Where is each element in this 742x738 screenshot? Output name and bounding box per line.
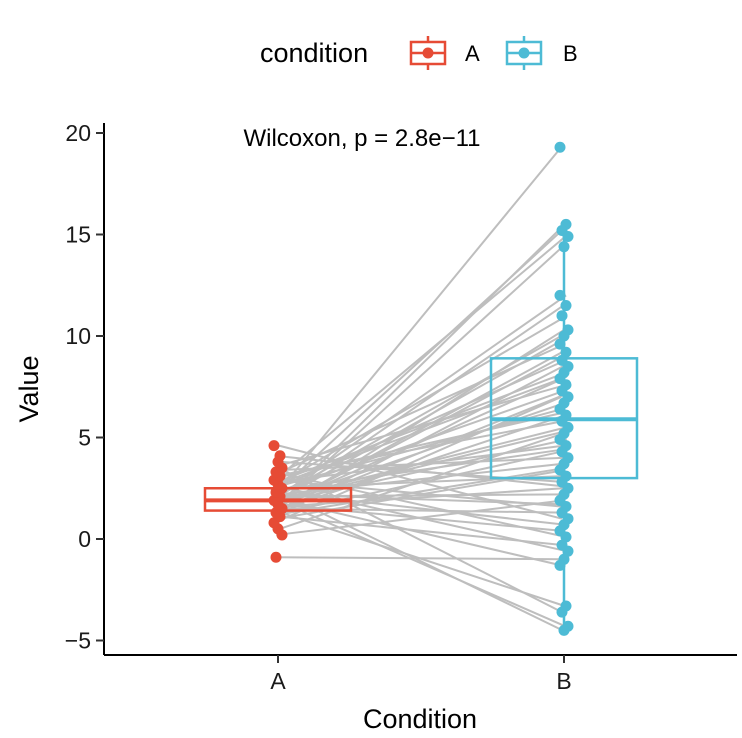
legend-title: condition: [260, 38, 368, 68]
pair-line: [275, 393, 565, 512]
x-tick-label: A: [270, 668, 286, 694]
y-tick-label: 20: [65, 120, 91, 146]
pair-line: [280, 456, 565, 471]
data-point-b: [554, 559, 566, 571]
legend-key-point: [422, 47, 434, 59]
y-tick-label: 5: [78, 425, 91, 451]
pair-line: [276, 499, 566, 628]
y-tick-label: −5: [65, 628, 91, 654]
pair-line: [281, 337, 567, 500]
data-point-a: [268, 440, 280, 452]
data-point-b: [562, 231, 574, 243]
pair-line: [278, 444, 563, 520]
data-point-b: [558, 624, 570, 636]
pair-line: [278, 229, 563, 492]
pair-line: [278, 448, 563, 492]
pair-line: [273, 146, 562, 498]
data-point-b: [556, 606, 568, 618]
pair-line: [278, 351, 563, 508]
pair-line: [276, 466, 566, 516]
legend-key-point: [518, 47, 530, 59]
legend-key-b: [505, 36, 543, 70]
data-point-a: [270, 551, 282, 563]
data-point-b: [560, 300, 572, 312]
data-point-b: [558, 241, 570, 253]
data-point-b: [554, 289, 566, 301]
data-point-b: [560, 531, 572, 543]
data-point-b: [560, 346, 572, 358]
y-tick-label: 0: [78, 526, 91, 552]
data-point-a: [272, 456, 284, 468]
pair-line: [273, 335, 562, 500]
pair-line: [277, 383, 568, 467]
pair-line: [279, 487, 564, 508]
pair-line: [281, 473, 567, 538]
pair-line: [281, 493, 567, 506]
y-axis-ticks: −5 0 5 10 15 20: [65, 120, 104, 654]
x-axis-title: Condition: [363, 704, 477, 734]
pair-lines: [273, 146, 568, 632]
legend-label-a: A: [465, 41, 480, 66]
data-point-b: [562, 545, 574, 557]
data-point-b: [558, 330, 570, 342]
data-point-b: [554, 338, 566, 350]
stat-annotation: Wilcoxon, p = 2.8e−11: [243, 125, 480, 152]
x-tick-label: B: [556, 668, 571, 694]
y-axis-title: Value: [14, 355, 44, 422]
pair-line: [274, 412, 562, 480]
y-tick-label: 15: [65, 222, 91, 248]
pair-line: [275, 454, 563, 488]
pair-line: [277, 314, 568, 486]
pair-line: [276, 235, 567, 479]
pair-line: [274, 489, 564, 632]
legend: condition A B: [260, 36, 578, 70]
data-points: [268, 141, 574, 636]
pair-line: [277, 485, 568, 553]
data-point-b: [554, 141, 566, 153]
legend-key-a: [409, 36, 447, 70]
y-tick-label: 10: [65, 323, 91, 349]
legend-label-b: B: [563, 41, 578, 66]
pair-line: [278, 467, 563, 613]
data-point-b: [556, 310, 568, 322]
